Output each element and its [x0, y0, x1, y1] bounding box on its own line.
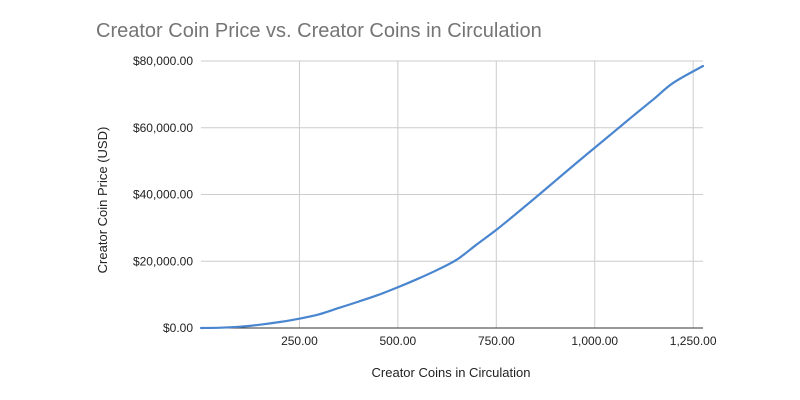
y-tick-label: $80,000.00 [133, 54, 193, 68]
x-tick-label: 1,000.00 [571, 334, 618, 348]
y-axis-label: Creator Coin Price (USD) [95, 127, 110, 274]
y-tick-label: $60,000.00 [133, 121, 193, 135]
x-tick-label: 1,250.00 [670, 334, 717, 348]
tick-labels: $0.00 $20,000.00 $40,000.00 $60,000.00 $80,0… [133, 54, 717, 348]
gridlines [201, 60, 703, 329]
x-tick-label: 750.00 [478, 334, 515, 348]
y-tick-label: $20,000.00 [133, 254, 193, 268]
y-tick-label: $0.00 [163, 321, 193, 335]
series-layer [199, 64, 705, 330]
x-tick-label: 250.00 [281, 334, 318, 348]
y-tick-label: $40,000.00 [133, 188, 193, 202]
series-line [199, 64, 705, 330]
chart-title: Creator Coin Price vs. Creator Coins in … [96, 20, 542, 42]
x-axis-label: Creator Coins in Circulation [372, 365, 531, 380]
x-tick-label: 500.00 [380, 334, 417, 348]
